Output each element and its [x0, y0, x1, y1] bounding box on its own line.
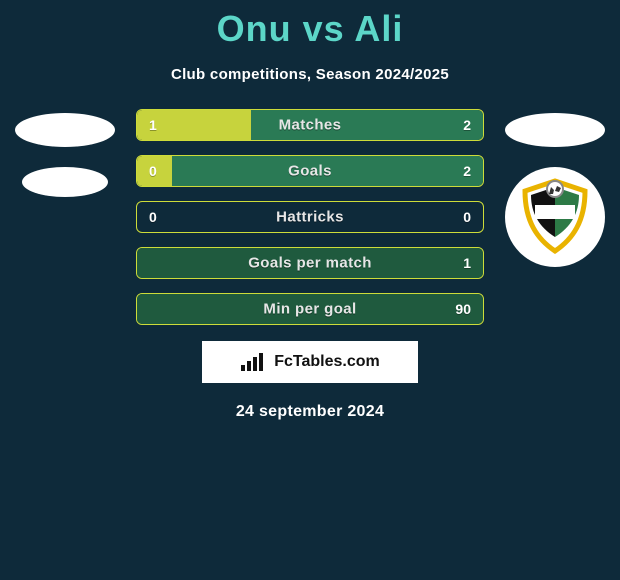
stat-label: Goals per match [248, 255, 372, 272]
subtitle: Club competitions, Season 2024/2025 [171, 66, 449, 83]
brand-text: FcTables.com [274, 353, 380, 371]
stat-label: Min per goal [263, 301, 356, 318]
stat-value-left: 0 [149, 163, 157, 179]
stat-value-left: 1 [149, 117, 157, 133]
stat-value-right: 1 [463, 255, 471, 271]
club-badge-right [505, 167, 605, 267]
stat-label: Goals [288, 163, 332, 180]
left-badge-column [10, 109, 120, 197]
stat-overlay: 0 Hattricks 0 [137, 202, 483, 232]
stat-row: 0 Goals 2 [136, 155, 484, 187]
stat-value-right: 2 [463, 117, 471, 133]
stat-row: Min per goal 90 [136, 293, 484, 325]
stat-overlay: 0 Goals 2 [137, 156, 483, 186]
stat-row: Goals per match 1 [136, 247, 484, 279]
right-badge-column [500, 109, 610, 267]
club-ellipse-left [22, 167, 108, 197]
stat-overlay: 1 Matches 2 [137, 110, 483, 140]
content-row: 1 Matches 2 0 Goals 2 0 Hattricks 0 Goals per mat… [0, 109, 620, 325]
player-ellipse-right [505, 113, 605, 147]
stat-label: Matches [279, 117, 342, 134]
date-text: 24 september 2024 [236, 403, 384, 421]
stat-value-right: 0 [463, 209, 471, 225]
stat-value-right: 2 [463, 163, 471, 179]
shield-icon [511, 173, 599, 261]
stat-value-right: 90 [455, 301, 471, 317]
stat-overlay: Goals per match 1 [137, 248, 483, 278]
page-title: Onu vs Ali [217, 8, 404, 50]
stats-list: 1 Matches 2 0 Goals 2 0 Hattricks 0 Goals per mat… [120, 109, 500, 325]
stat-label: Hattricks [276, 209, 344, 226]
brand-box: FcTables.com [202, 341, 418, 383]
stat-overlay: Min per goal 90 [137, 294, 483, 324]
stat-value-left: 0 [149, 209, 157, 225]
bars-icon [240, 351, 268, 373]
stat-row: 0 Hattricks 0 [136, 201, 484, 233]
player-ellipse-left [15, 113, 115, 147]
stat-row: 1 Matches 2 [136, 109, 484, 141]
card-container: Onu vs Ali Club competitions, Season 202… [0, 0, 620, 421]
